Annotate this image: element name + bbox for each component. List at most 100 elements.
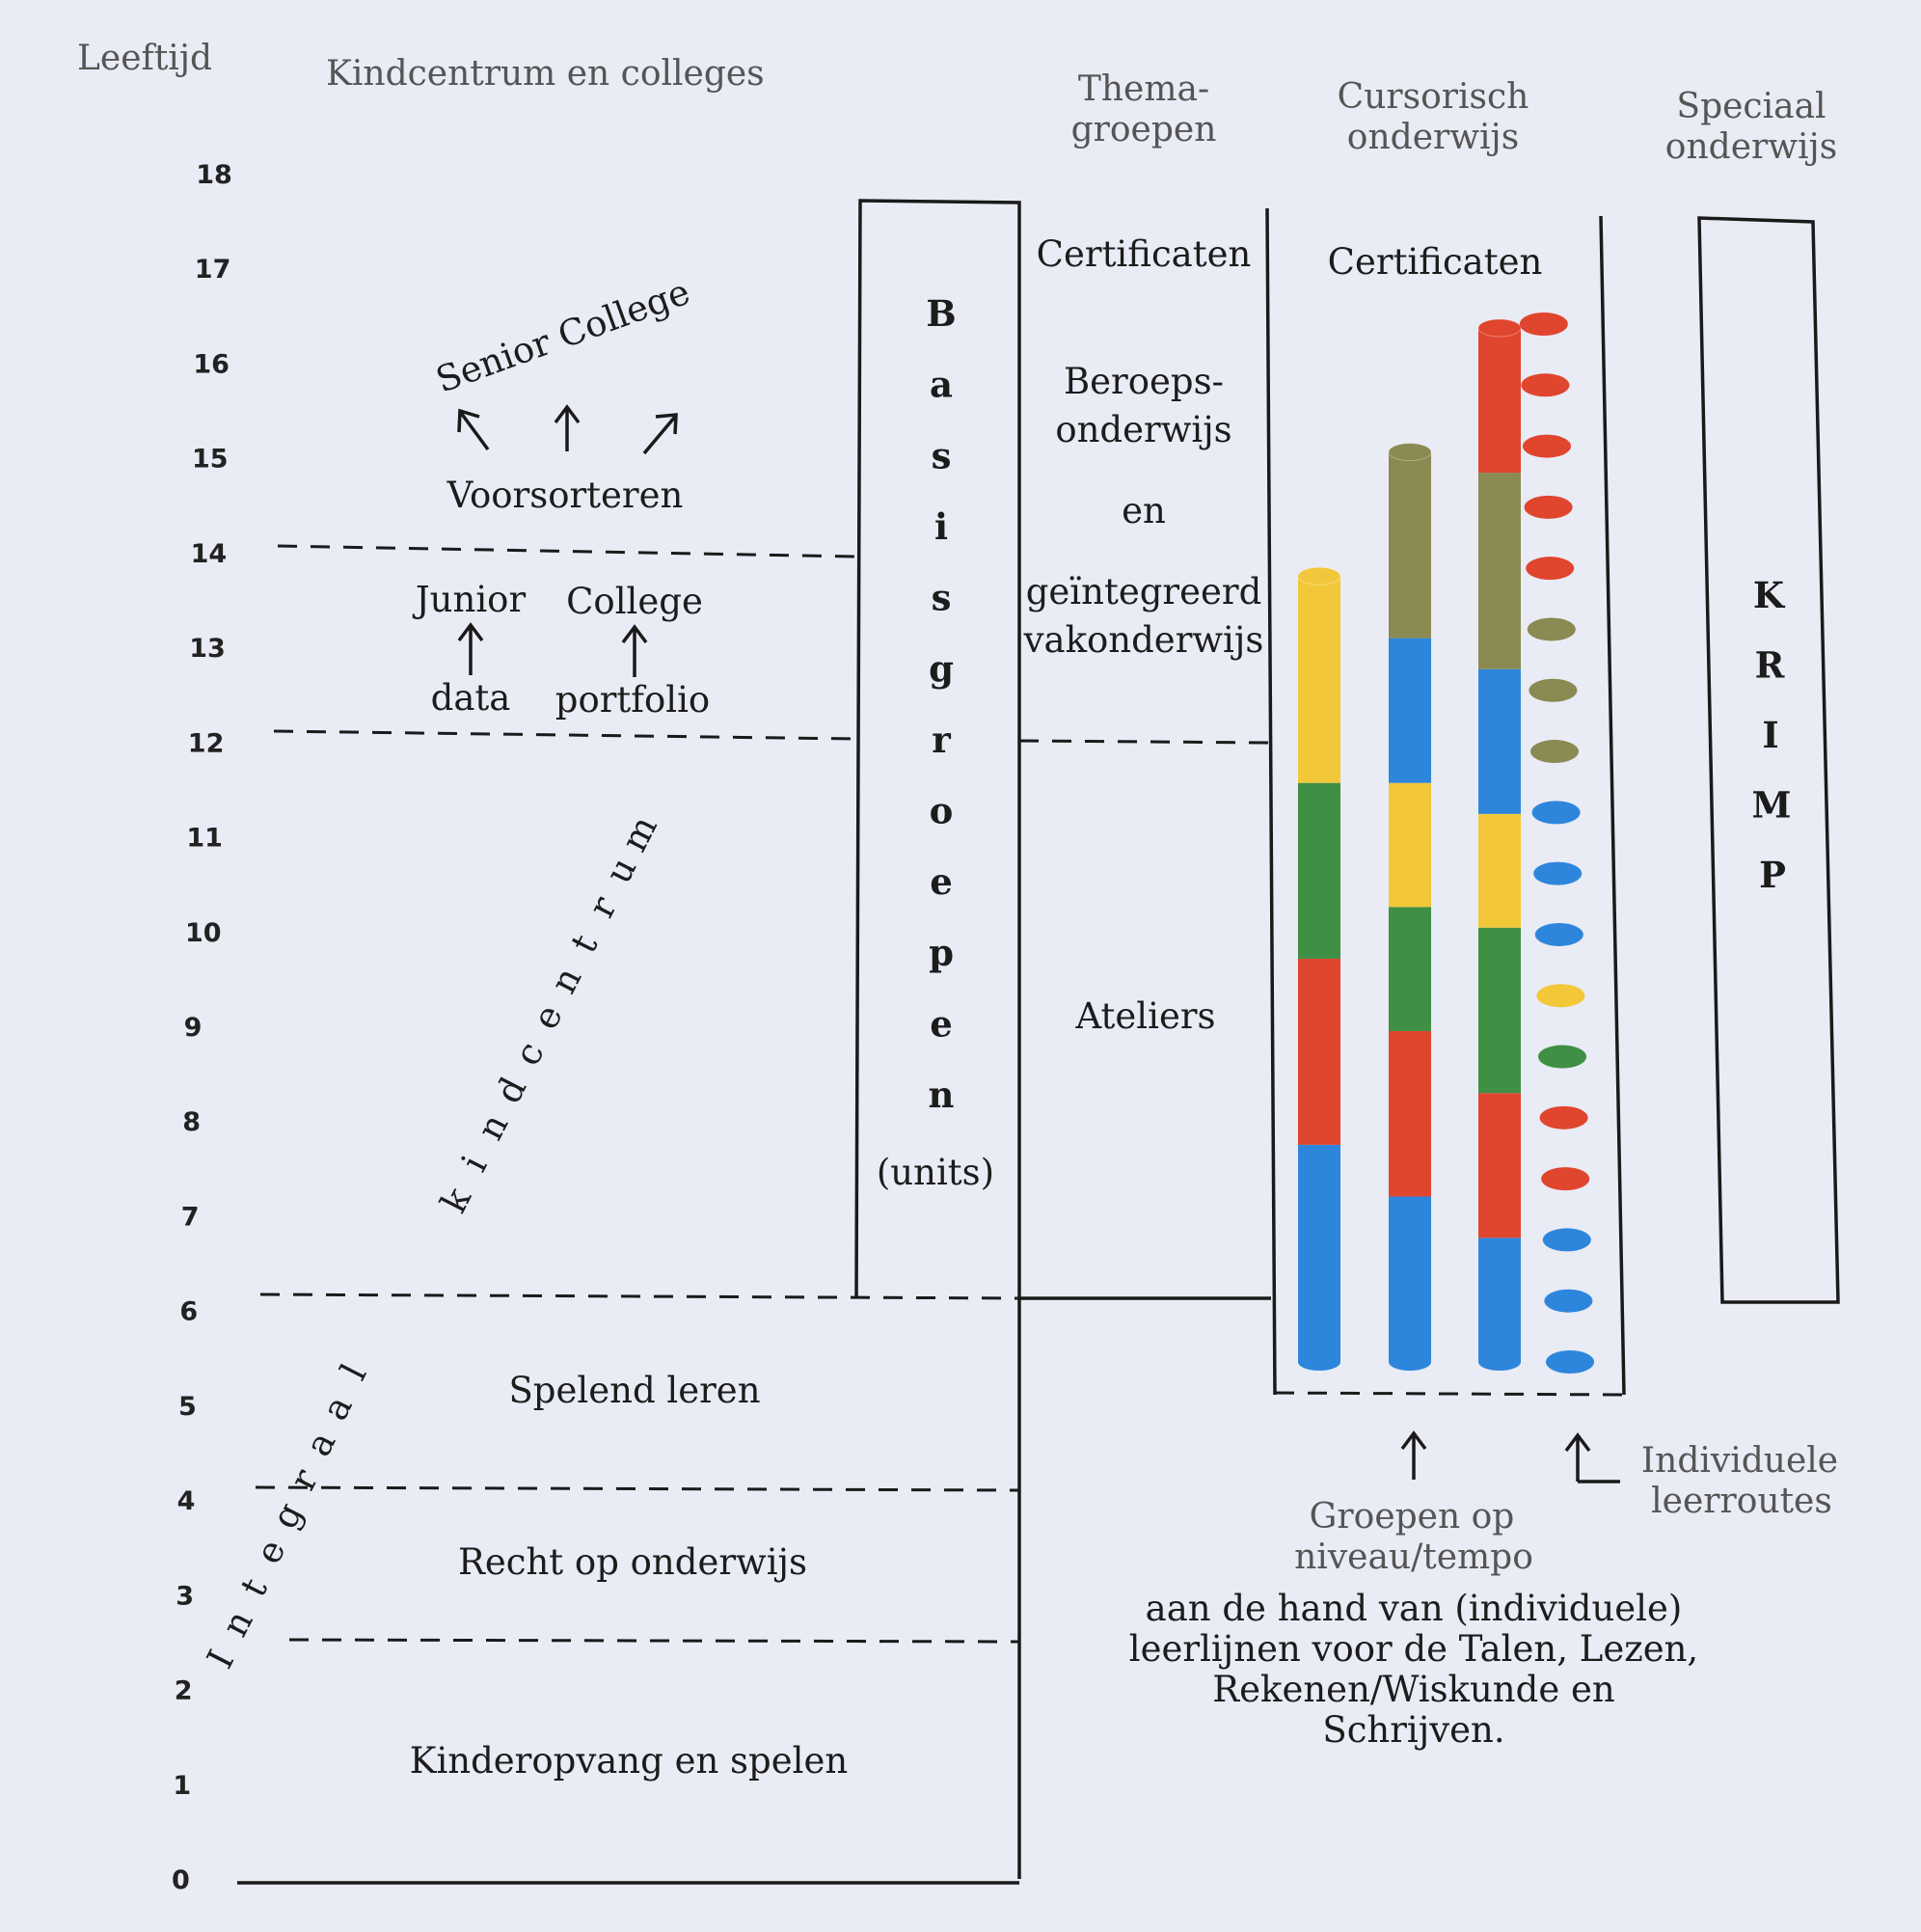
- basisgroepen-letter: s: [932, 434, 952, 476]
- age-label: 0: [172, 1865, 190, 1895]
- bar-segment: [1298, 958, 1340, 1145]
- basisgroepen-letter: p: [929, 932, 954, 974]
- individuele-label-1: Individuele: [1641, 1441, 1838, 1481]
- krimp-box: [1697, 216, 1840, 1304]
- age-label: 10: [185, 918, 222, 948]
- age-label: 15: [192, 445, 229, 475]
- bar-segment: [1298, 576, 1340, 783]
- age-label: 3: [176, 1581, 194, 1611]
- thema-certificaten: Certificaten: [1037, 233, 1252, 275]
- route-dot: [1530, 740, 1579, 764]
- dash-thema-12: [1018, 739, 1272, 745]
- kindcentrum-letter: m: [613, 809, 665, 858]
- basisgroepen-letter: a: [930, 364, 953, 406]
- age-label: 2: [175, 1676, 193, 1706]
- route-dot: [1541, 1167, 1590, 1191]
- header-speciaal-1: Speciaal: [1676, 87, 1826, 126]
- beroeps-4: geïntegreerd: [1026, 571, 1262, 612]
- age-label: 13: [189, 634, 226, 664]
- caption-3: Rekenen/Wiskunde en: [1212, 1669, 1614, 1710]
- integraal-letter: e: [247, 1533, 293, 1570]
- kindcentrum-letter: c: [506, 1035, 553, 1072]
- dash-age2: [288, 1638, 1020, 1644]
- junior-arrows: [457, 622, 648, 677]
- bar-segment: [1389, 638, 1431, 783]
- route-dot: [1527, 617, 1576, 641]
- kindcentrum-letter: k: [433, 1181, 480, 1219]
- kindcentrum-letter: n: [542, 961, 589, 1000]
- bar-segment: [1478, 1093, 1521, 1238]
- route-dot: [1526, 557, 1575, 581]
- bar-segment: [1389, 907, 1431, 1031]
- dash-age12: [273, 729, 857, 741]
- groepen-label-1: Groepen op: [1310, 1497, 1515, 1537]
- bottom-arrows: [1400, 1430, 1620, 1483]
- structure-lines: [237, 199, 1840, 1885]
- bar-bottom: [1298, 1353, 1340, 1371]
- bar-segment: [1478, 927, 1521, 1094]
- integraal-letter: a: [297, 1425, 343, 1462]
- units-label: (units): [877, 1152, 994, 1193]
- beroeps-2: onderwijs: [1055, 409, 1231, 450]
- individual-route-dots: [1519, 313, 1594, 1374]
- bar-top: [1477, 318, 1522, 338]
- basisgroepen-letter: s: [932, 577, 952, 619]
- krimp-letter: P: [1759, 854, 1786, 896]
- age-label: 1: [173, 1771, 191, 1801]
- route-dot: [1533, 861, 1583, 885]
- basisgroepen-box: [854, 199, 1021, 1879]
- route-dot: [1544, 1289, 1593, 1313]
- age-label: 9: [184, 1013, 203, 1043]
- individuele-label-2: leerroutes: [1651, 1482, 1832, 1521]
- age-label: 16: [193, 349, 230, 379]
- bar-segment: [1389, 1196, 1431, 1362]
- krimp-letter: M: [1752, 784, 1792, 827]
- age-label: 8: [182, 1107, 201, 1137]
- age-label: 12: [188, 728, 225, 758]
- data-label: data: [431, 677, 511, 719]
- integraal-letter: t: [232, 1571, 276, 1603]
- basisgroepen-letter: n: [929, 1074, 955, 1116]
- age-label: 7: [181, 1202, 200, 1232]
- route-dot: [1524, 495, 1573, 519]
- header-kindcentrum: Kindcentrum en colleges: [326, 54, 765, 94]
- bar-bottom: [1478, 1353, 1521, 1371]
- age-label: 6: [179, 1297, 198, 1327]
- cursorisch-left-line: [1265, 207, 1277, 1396]
- integraal-letter: r: [282, 1462, 326, 1497]
- header-speciaal-2: onderwijs: [1665, 127, 1837, 167]
- route-dot: [1538, 1045, 1586, 1069]
- header-cursorisch-2: onderwijs: [1347, 118, 1519, 157]
- route-dot: [1542, 1228, 1591, 1252]
- basisgroepen-letter: o: [930, 789, 954, 831]
- bar-segment: [1389, 451, 1431, 639]
- basisgroepen-letter: e: [930, 860, 953, 903]
- bar-segment: [1478, 1238, 1521, 1362]
- kindcentrum-letter: r: [581, 889, 625, 924]
- basisgroepen-letter: B: [926, 292, 956, 335]
- kindcentrum-letter: u: [597, 851, 644, 890]
- beroeps-3: en: [1122, 490, 1166, 531]
- age-label: 4: [177, 1486, 196, 1516]
- dash-cursorisch-bottom: [1274, 1391, 1625, 1397]
- age-label: 11: [186, 824, 223, 854]
- krimp-letter: R: [1755, 644, 1785, 687]
- bar-segment: [1478, 473, 1521, 669]
- integraal-letter: I: [199, 1644, 242, 1675]
- bar-top: [1297, 566, 1341, 585]
- age-label: 5: [178, 1392, 197, 1422]
- kindcentrum-letter: t: [562, 928, 606, 960]
- bar-segment: [1478, 813, 1521, 928]
- route-dot: [1529, 678, 1578, 702]
- dash-age14: [277, 544, 857, 558]
- route-dot: [1519, 313, 1568, 336]
- bar-segment: [1478, 328, 1521, 474]
- groepen-label-2: niveau/tempo: [1294, 1537, 1533, 1577]
- age-label: 18: [196, 160, 232, 190]
- dash-age6: [259, 1293, 1020, 1300]
- header-cursorisch-1: Cursorisch: [1338, 77, 1529, 117]
- header-thema-1: Thema-: [1078, 69, 1209, 109]
